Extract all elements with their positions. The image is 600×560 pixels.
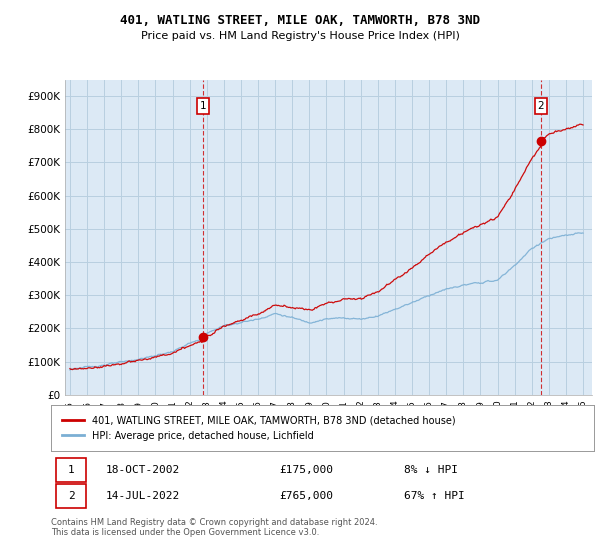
Text: Price paid vs. HM Land Registry's House Price Index (HPI): Price paid vs. HM Land Registry's House … — [140, 31, 460, 41]
Text: 18-OCT-2002: 18-OCT-2002 — [106, 465, 179, 475]
Text: 1: 1 — [200, 101, 206, 111]
Legend: 401, WATLING STREET, MILE OAK, TAMWORTH, B78 3ND (detached house), HPI: Average : 401, WATLING STREET, MILE OAK, TAMWORTH,… — [59, 411, 459, 445]
Text: 14-JUL-2022: 14-JUL-2022 — [106, 491, 179, 501]
Bar — [56, 484, 86, 508]
Text: 2: 2 — [68, 491, 75, 501]
Text: 2: 2 — [538, 101, 544, 111]
Text: £765,000: £765,000 — [279, 491, 333, 501]
Text: 1: 1 — [68, 465, 75, 475]
Text: 401, WATLING STREET, MILE OAK, TAMWORTH, B78 3ND: 401, WATLING STREET, MILE OAK, TAMWORTH,… — [120, 14, 480, 27]
Bar — [56, 458, 86, 482]
Text: 8% ↓ HPI: 8% ↓ HPI — [404, 465, 458, 475]
Text: 67% ↑ HPI: 67% ↑ HPI — [404, 491, 465, 501]
Text: Contains HM Land Registry data © Crown copyright and database right 2024.
This d: Contains HM Land Registry data © Crown c… — [51, 518, 377, 538]
Text: £175,000: £175,000 — [279, 465, 333, 475]
